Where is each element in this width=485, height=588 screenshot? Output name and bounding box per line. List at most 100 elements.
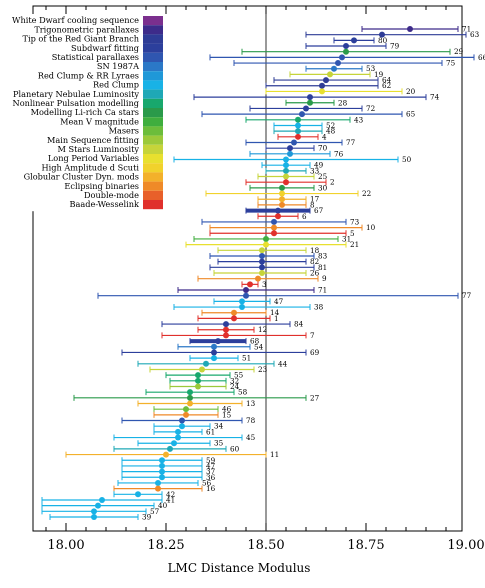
point-label: 74 — [430, 93, 440, 102]
point-label: 39 — [142, 513, 152, 522]
legend-swatch — [143, 200, 163, 210]
data-point — [175, 428, 181, 435]
point-label: 33 — [310, 166, 320, 175]
point-label: 69 — [310, 348, 320, 357]
point-label: 57 — [150, 507, 160, 516]
point-labels: 7163807929667553196462207428726543524847… — [142, 25, 485, 522]
data-point — [295, 116, 301, 123]
point-label: 60 — [230, 444, 240, 453]
legend-label: M Stars Luminosity — [57, 144, 139, 154]
point-label: 59 — [206, 456, 216, 465]
legend-label: Globular Cluster Dyn. mods — [24, 172, 139, 182]
x-axis-ticks: 18.00 18.25 18.50 18.75 19.00 — [45, 6, 485, 553]
data-point — [279, 196, 285, 203]
legend-label: Main Sequence fitting — [47, 135, 139, 145]
data-point — [155, 485, 161, 492]
data-point — [179, 423, 185, 430]
point-label: 14 — [270, 308, 280, 317]
point-label: 29 — [454, 47, 464, 56]
data-point — [211, 349, 217, 356]
data-point — [275, 207, 281, 214]
legend-label: Statistical parallaxes — [52, 52, 139, 62]
data-point — [187, 389, 193, 396]
data-point — [187, 394, 193, 401]
data-point — [195, 372, 201, 379]
point-label: 56 — [202, 478, 212, 487]
point-label: 42 — [166, 490, 175, 499]
data-point — [155, 479, 161, 486]
data-point — [283, 179, 289, 186]
data-point — [291, 139, 297, 146]
point-label: 48 — [326, 127, 336, 136]
point-label: 79 — [390, 42, 400, 51]
data-point — [195, 383, 201, 390]
point-label: 83 — [318, 251, 328, 260]
point-label: 8 — [310, 200, 315, 209]
point-label: 75 — [446, 59, 456, 68]
point-label: 54 — [254, 342, 264, 351]
point-label: 24 — [230, 382, 240, 391]
data-point — [379, 31, 385, 38]
point-label: 28 — [338, 98, 348, 107]
point-label: 40 — [158, 501, 168, 510]
point-label: 3 — [262, 280, 267, 289]
point-label: 13 — [246, 399, 256, 408]
legend-swatch — [143, 80, 163, 90]
data-point — [199, 366, 205, 373]
legend-label: Red Clump & RR Lyraes — [38, 70, 139, 80]
point-label: 68 — [250, 337, 260, 346]
data-point — [255, 275, 261, 282]
legend-swatch — [143, 98, 163, 108]
point-label: 41 — [166, 495, 175, 504]
legend-label: Mean V magnitude — [60, 116, 139, 126]
point-label: 67 — [314, 206, 324, 215]
point-label: 77 — [346, 138, 356, 147]
data-point — [343, 48, 349, 55]
x-axis-title: LMC Distance Modulus — [168, 561, 311, 575]
point-label: 10 — [366, 223, 376, 232]
x-tick-label: 18.25 — [147, 538, 184, 553]
legend-swatch — [143, 34, 163, 44]
legend-swatch — [143, 71, 163, 81]
point-label: 32 — [230, 376, 239, 385]
point-label: 17 — [310, 195, 320, 204]
legend-swatch — [143, 135, 163, 145]
data-point — [259, 252, 265, 259]
legend-label: Modelling Li-rich Ca stars — [31, 107, 139, 117]
legend-label: Red Clump — [93, 80, 139, 90]
data-point — [187, 400, 193, 407]
data-point — [339, 54, 345, 61]
point-label: 53 — [366, 64, 376, 73]
legend-swatch — [143, 154, 163, 164]
point-label: 2 — [330, 178, 335, 187]
point-label: 58 — [238, 388, 248, 397]
point-label: 80 — [378, 36, 388, 45]
point-label: 70 — [318, 144, 328, 153]
point-label: 50 — [402, 155, 412, 164]
point-label: 36 — [206, 473, 216, 482]
legend-label: Nonlinear Pulsation modelling — [13, 98, 139, 108]
point-label: 20 — [406, 87, 416, 96]
data-point — [303, 105, 309, 112]
data-point — [331, 65, 337, 72]
point-label: 43 — [354, 115, 364, 124]
legend-label: High Amplitude d Scuti — [41, 162, 139, 172]
data-point — [231, 315, 237, 322]
point-label: 18 — [310, 246, 320, 255]
legend-label: Long Period Variables — [48, 153, 139, 163]
data-point — [323, 77, 329, 84]
point-label: 38 — [314, 303, 324, 312]
legend-swatch — [143, 25, 163, 35]
legend-label: Eclipsing binaries — [64, 181, 139, 191]
legend-label: Baade-Wesselink — [70, 199, 141, 209]
data-point — [223, 326, 229, 333]
legend-label: Masers — [109, 126, 139, 136]
point-label: 26 — [310, 269, 320, 278]
data-point — [171, 440, 177, 447]
point-label: 34 — [214, 422, 224, 431]
point-label: 37 — [206, 467, 216, 476]
data-point — [279, 184, 285, 191]
legend-background — [4, 14, 145, 212]
data-point — [319, 82, 325, 89]
